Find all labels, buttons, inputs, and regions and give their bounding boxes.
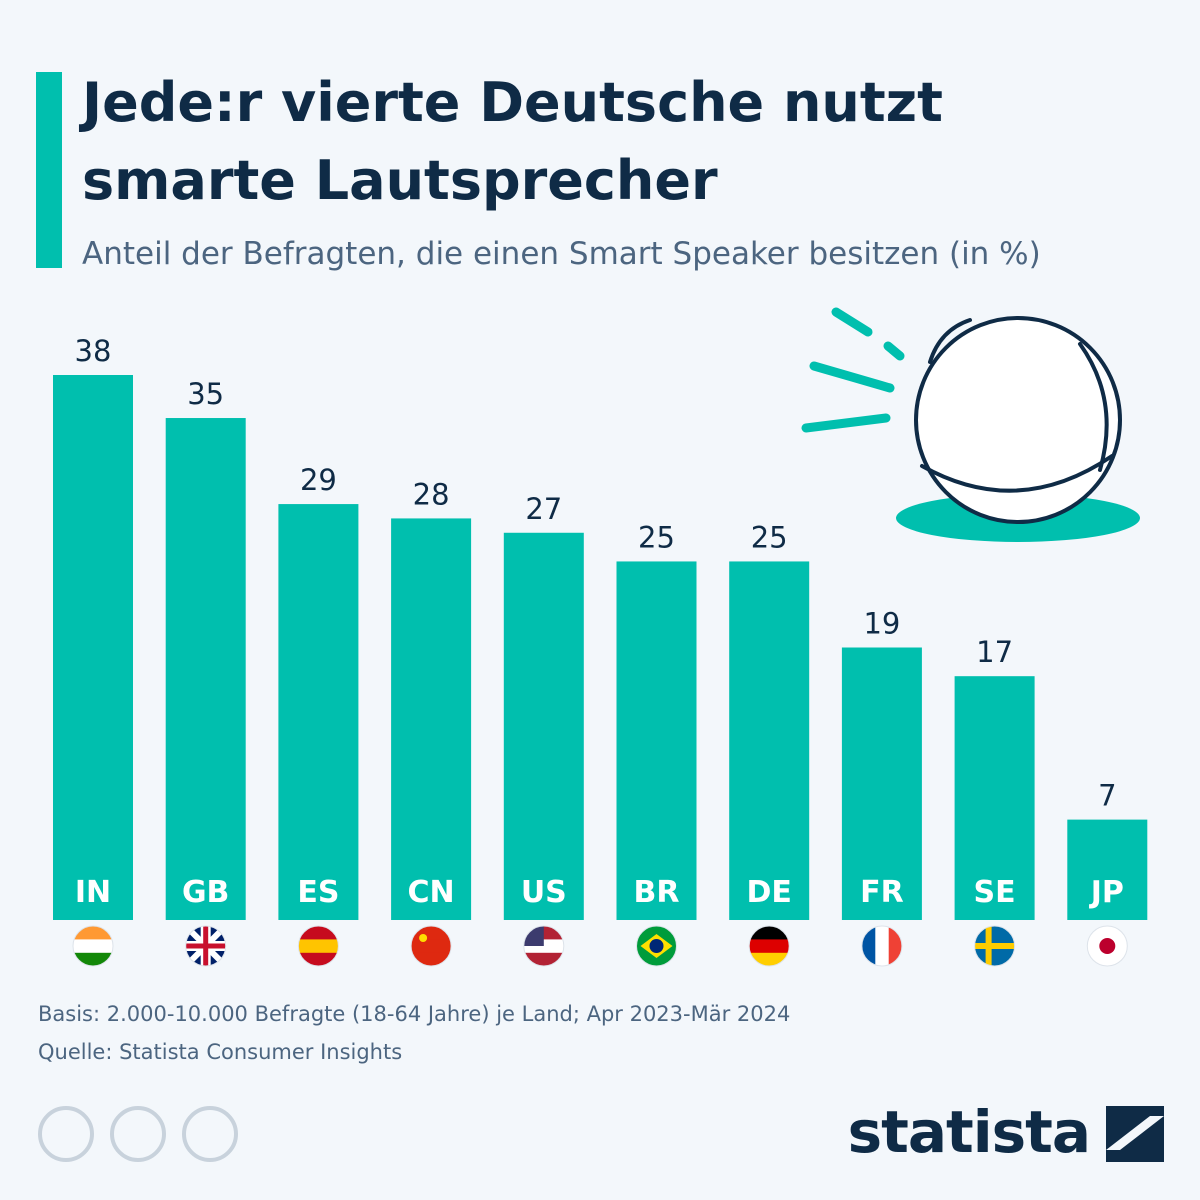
category-label: CN xyxy=(408,875,455,910)
flag-globe xyxy=(649,939,664,953)
bar xyxy=(503,532,584,920)
flag-stripe xyxy=(1087,926,1128,940)
note: Basis: 2.000-10.000 Befragte (18-64 Jahr… xyxy=(38,1002,791,1026)
bar xyxy=(954,676,1035,920)
category-label: FR xyxy=(860,875,904,910)
flag-cross xyxy=(974,926,1015,966)
value-label: 35 xyxy=(187,377,224,411)
category-label: DE xyxy=(746,875,791,910)
flag-stripe xyxy=(411,939,452,953)
flag-stripe xyxy=(1087,952,1128,966)
accent-bar xyxy=(36,72,62,268)
flag-stripe xyxy=(974,952,1015,966)
flag xyxy=(636,926,677,966)
flag-border xyxy=(636,925,677,967)
category-label: JP xyxy=(1089,875,1124,910)
category-label: ES xyxy=(297,875,339,910)
flag xyxy=(749,926,790,966)
flag-stripe xyxy=(636,926,677,940)
bar xyxy=(616,561,697,920)
flag-border xyxy=(1086,925,1128,967)
flag-stripe xyxy=(73,939,113,953)
source: Quelle: Statista Consumer Insights xyxy=(38,1040,403,1064)
flag-border xyxy=(748,925,790,967)
category-label: US xyxy=(521,875,567,910)
chart-title: Jede:r vierte Deutsche nutzt smarte Laut… xyxy=(82,71,943,212)
flag xyxy=(861,926,902,966)
brand-logo: statista xyxy=(847,1098,1091,1166)
flag xyxy=(73,926,113,966)
flag xyxy=(185,926,226,966)
chart-subtitle: Anteil der Befragten, die einen Smart Sp… xyxy=(82,236,1041,272)
flag xyxy=(1087,926,1128,966)
flag-stripe xyxy=(298,952,339,966)
flag-star xyxy=(419,934,428,942)
bar xyxy=(278,504,359,920)
flag-stripe xyxy=(523,952,564,966)
flag-stripe xyxy=(411,952,452,966)
bar xyxy=(53,375,133,920)
flag-stripe xyxy=(875,926,889,966)
bar xyxy=(165,418,246,920)
flag-border xyxy=(72,925,114,967)
flag-stripe xyxy=(298,939,339,953)
value-label: 25 xyxy=(751,520,788,554)
flag-stripe xyxy=(749,952,790,966)
flag xyxy=(298,926,339,966)
flag-border xyxy=(185,925,227,967)
value-label: 29 xyxy=(300,463,337,497)
category-label: BR xyxy=(634,875,680,910)
flag-stripe xyxy=(749,926,790,940)
value-label: 38 xyxy=(75,334,112,368)
bar xyxy=(391,518,472,920)
value-label: 7 xyxy=(1098,779,1116,813)
value-label: 19 xyxy=(863,607,900,641)
value-label: 17 xyxy=(976,635,1013,669)
flag-border xyxy=(523,925,565,967)
flag xyxy=(411,926,452,966)
category-label: SE xyxy=(974,875,1016,910)
flag-stripe xyxy=(73,952,113,966)
flag-stripe xyxy=(749,939,790,953)
bar xyxy=(729,561,810,920)
flag-sun xyxy=(1099,938,1116,954)
speaker-illustration xyxy=(801,307,1140,542)
license-icons xyxy=(38,1106,238,1162)
flag-stripe xyxy=(298,926,339,940)
value-label: 25 xyxy=(638,520,675,554)
flag-stripe xyxy=(73,926,113,940)
flag-border xyxy=(410,925,452,967)
flag-stripe xyxy=(411,926,452,940)
flag-stripe xyxy=(861,926,876,966)
bar xyxy=(1067,819,1148,920)
category-label: GB xyxy=(182,875,230,910)
flag-border xyxy=(861,925,903,967)
flag-border xyxy=(974,925,1016,967)
value-label: 28 xyxy=(413,477,450,511)
flag xyxy=(523,926,564,966)
flag-cross xyxy=(185,926,226,966)
flag-stripe xyxy=(974,926,1015,940)
value-label: 27 xyxy=(525,492,562,526)
flag-stripe xyxy=(636,952,677,966)
bar xyxy=(841,647,922,920)
brand-icon xyxy=(1106,1106,1164,1162)
flag-stripe xyxy=(888,926,902,966)
flag xyxy=(974,926,1015,966)
flag-border xyxy=(297,925,339,967)
category-label: IN xyxy=(75,875,111,910)
